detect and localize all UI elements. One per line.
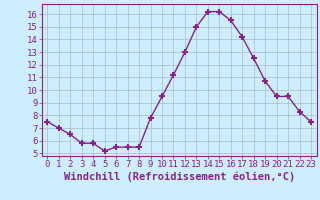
X-axis label: Windchill (Refroidissement éolien,°C): Windchill (Refroidissement éolien,°C) — [64, 172, 295, 182]
